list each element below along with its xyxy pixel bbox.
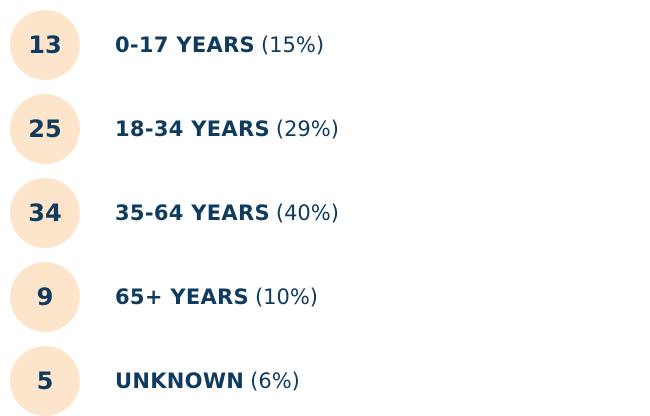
age-group: 35-64 YEARS [115, 201, 270, 225]
age-group: UNKNOWN [115, 369, 245, 393]
age-label: 0-17 YEARS (15%) [115, 10, 324, 80]
percent: (15%) [260, 33, 325, 57]
age-row: 13 0-17 YEARS (15%) [0, 10, 650, 80]
age-label: 35-64 YEARS (40%) [115, 178, 339, 248]
age-group: 0-17 YEARS [115, 33, 255, 57]
age-row: 25 18-34 YEARS (29%) [0, 94, 650, 164]
count-badge: 13 [10, 10, 80, 80]
age-label: 18-34 YEARS (29%) [115, 94, 339, 164]
percent: (6%) [250, 369, 300, 393]
count-badge: 25 [10, 94, 80, 164]
percent: (40%) [275, 201, 339, 225]
age-label: 65+ YEARS (10%) [115, 262, 318, 332]
percent: (10%) [254, 285, 318, 309]
page: {"items": [ {"count": "13", "label": "0-… [0, 10, 650, 416]
age-row: 5 UNKNOWN (6%) [0, 346, 650, 416]
count-badge: 5 [10, 346, 80, 416]
age-row: 34 35-64 YEARS (40%) [0, 178, 650, 248]
age-row: 9 65+ YEARS (10%) [0, 262, 650, 332]
age-group: 18-34 YEARS [115, 117, 270, 141]
percent: (29%) [275, 117, 339, 141]
age-label: UNKNOWN (6%) [115, 346, 300, 416]
count-badge: 34 [10, 178, 80, 248]
count-badge: 9 [10, 262, 80, 332]
age-group: 65+ YEARS [115, 285, 249, 309]
